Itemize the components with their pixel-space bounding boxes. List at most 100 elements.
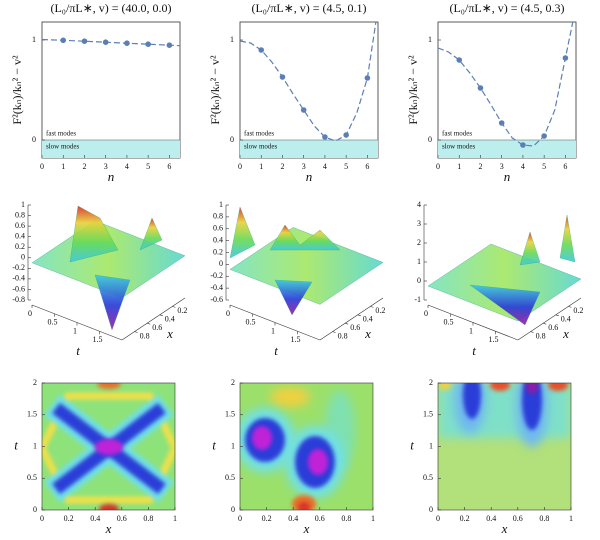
x-axis-label: n (108, 169, 115, 184)
x-tick-label: 3 (500, 162, 504, 171)
heat-region (526, 383, 538, 394)
annotation: fast modes (442, 130, 472, 138)
x-tick-label: 2 (280, 162, 284, 171)
y-tick-label: 2 (231, 378, 235, 387)
surface-feature (94, 274, 131, 331)
x-tick-label: 0.6 (513, 514, 523, 523)
y-axis-label: F²(kₙ)/kₙ² − v² (208, 55, 222, 125)
y-tick-label: 1 (428, 35, 432, 44)
z-tick-label: 0 (219, 259, 223, 268)
point (562, 55, 569, 61)
z-tick-label: 0.6 (213, 224, 223, 233)
y-tick-label: 2 (429, 378, 433, 387)
x-tick-label: 6 (167, 162, 171, 171)
point (322, 134, 328, 140)
x-tick-label: 0.8 (338, 331, 348, 340)
z-tick-label: 0.4 (15, 231, 25, 240)
y-tick-label: 1.5 (423, 410, 433, 419)
x-tick-label: 2 (82, 162, 86, 171)
t-tick-label: 1.5 (93, 335, 103, 344)
t-tick-label: 1 (469, 326, 473, 335)
x-tick-label: 0.8 (143, 514, 153, 523)
surface-feature (269, 224, 341, 251)
surface-feature (469, 284, 541, 326)
y-tick-label: 0 (230, 135, 234, 144)
slow-region (42, 140, 180, 158)
x-tick-label: 0 (238, 514, 242, 523)
x-tick-label: 3 (302, 162, 306, 171)
surface-plane (229, 227, 384, 305)
surface-feature (559, 214, 576, 263)
curve (239, 21, 377, 142)
t-tick-label: 0.5 (444, 318, 454, 327)
annotation: fast modes (46, 130, 76, 138)
x-tick (357, 314, 361, 317)
y-tick-label: 1 (231, 441, 235, 450)
z-tick-label: 0.8 (15, 210, 25, 219)
t-tick-label: 1.5 (291, 335, 301, 344)
x-tick-label: 0.6 (350, 323, 360, 332)
x-tick (555, 314, 559, 317)
x-tick (568, 306, 572, 308)
y-tick-label: 0 (428, 135, 432, 144)
t-tick-label: 1.5 (489, 335, 499, 344)
heat-region (270, 387, 310, 407)
y-tick-label: 2 (33, 378, 37, 387)
x-tick-label: 6 (365, 162, 369, 171)
x-tick-label: 0 (40, 514, 44, 523)
annotation: slow modes (442, 143, 476, 151)
x-tick-label: 0 (238, 162, 242, 171)
heatmap-field (240, 383, 373, 510)
y-tick-label: 1.5 (27, 410, 37, 419)
x-tick-label: 5 (542, 162, 546, 171)
t-tick-label: 0 (226, 309, 230, 318)
x-tick-label: 0.2 (177, 306, 187, 315)
x-tick-label: 3 (104, 162, 108, 171)
x-tick-label: 4 (323, 162, 327, 171)
x-tick-label: 1 (371, 514, 375, 523)
x-tick-label: 0.6 (548, 323, 558, 332)
plot-frame (41, 21, 181, 159)
x-tick-label: 0.2 (573, 306, 583, 315)
heat-region (439, 383, 451, 390)
y-tick-label: 1.5 (225, 410, 235, 419)
heat-region (548, 383, 568, 391)
heat-region (463, 383, 481, 419)
point (541, 133, 547, 139)
x-tick-label: 1 (457, 162, 461, 171)
x-tick-label: 1 (173, 514, 177, 523)
y-axis-label: t (14, 437, 18, 452)
point (60, 37, 67, 44)
surface-feature (229, 206, 256, 259)
z-tick-label: 0 (417, 276, 421, 285)
z-tick-label: 1 (417, 257, 421, 266)
x-axis (121, 297, 186, 341)
x-tick-label: 0 (40, 162, 44, 171)
heat-region (522, 383, 542, 430)
y-axis-label: F²(kₙ)/kₙ² − v² (406, 55, 420, 125)
t-tick-label: 0 (28, 309, 32, 318)
x-tick-label: 1 (61, 162, 65, 171)
x-tick-label: 0.2 (460, 514, 470, 523)
point (456, 57, 463, 63)
point (520, 142, 526, 148)
point (364, 75, 371, 81)
z-tick-label: -0.4 (12, 274, 25, 283)
heat-region (97, 383, 121, 389)
x-tick-label: 0.2 (375, 306, 385, 315)
z-tick-label: 0.8 (213, 212, 223, 221)
x-tick-label: 6 (563, 162, 567, 171)
z-tick-label: 1 (219, 200, 223, 209)
z-tick-label: 0.2 (213, 247, 223, 256)
curve (41, 38, 181, 47)
point (81, 38, 88, 44)
t-axis-label: t (76, 343, 80, 358)
x-tick-label: 0.6 (315, 514, 325, 523)
x-axis-label: x (562, 326, 569, 341)
chart-title: (L₀/πL∗, v) = (4.5, 0.3) (449, 1, 564, 15)
annotation: slow modes (46, 143, 80, 151)
z-tick-label: -0.6 (210, 295, 223, 304)
y-axis-label: t (410, 437, 414, 452)
x-tick-label: 0.6 (152, 323, 162, 332)
